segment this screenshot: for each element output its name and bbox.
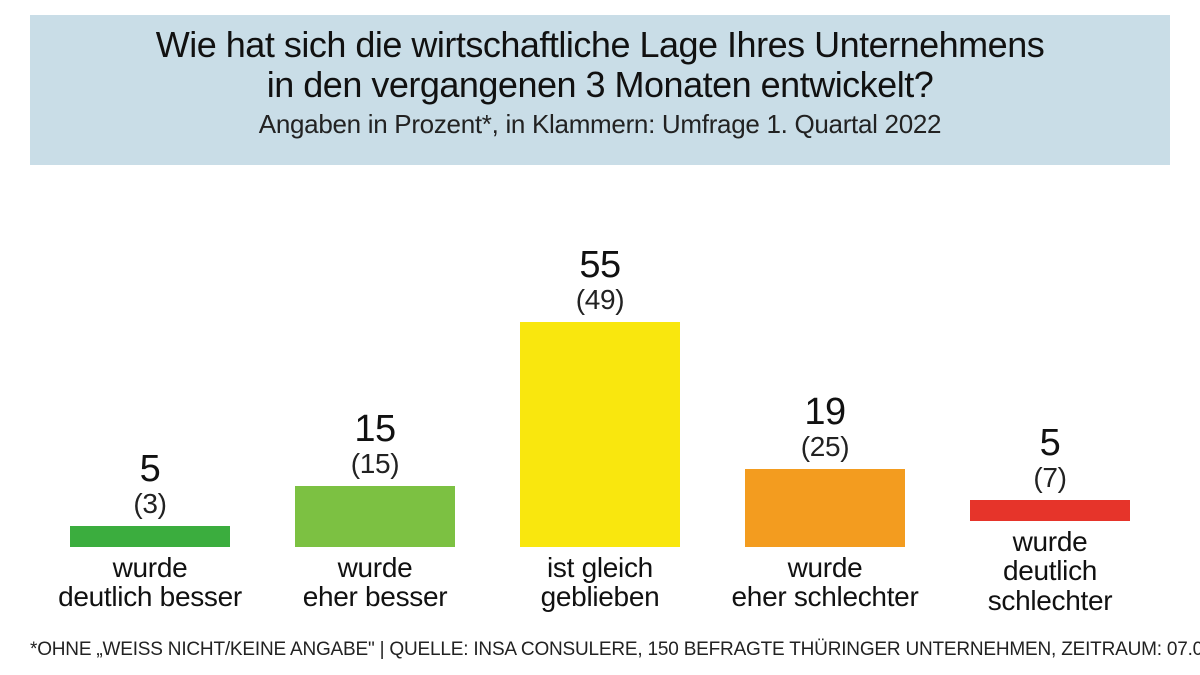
bar-label: ist gleich geblieben xyxy=(541,553,660,615)
bar-column: 15(15) wurde eher besser xyxy=(275,410,475,615)
bar-column: 55(49) ist gleich geblieben xyxy=(500,246,700,615)
bar-label: wurde deutlich schlechter xyxy=(950,527,1150,615)
bar xyxy=(295,486,455,547)
bar-column: 5(3) wurde deutlich besser xyxy=(50,450,250,615)
bar xyxy=(70,526,230,547)
bar-prev-value: (25) xyxy=(801,433,850,461)
bar-prev-value: (15) xyxy=(351,450,400,478)
chart-area: 5(3)wurde deutlich besser15(15)wurde ehe… xyxy=(50,175,1150,615)
chart-title-line1: Wie hat sich die wirtschaftliche Lage Ih… xyxy=(50,25,1150,65)
bar xyxy=(520,322,680,547)
bar-value: 5 xyxy=(140,450,161,488)
bar-value: 15 xyxy=(354,410,395,448)
chart-header: Wie hat sich die wirtschaftliche Lage Ih… xyxy=(30,15,1170,165)
bar xyxy=(970,500,1130,521)
bar-prev-value: (49) xyxy=(576,286,625,314)
bar-prev-value: (7) xyxy=(1033,464,1066,492)
chart-frame: Wie hat sich die wirtschaftliche Lage Ih… xyxy=(0,0,1200,675)
bar-column: 19(25) wurde eher schlechter xyxy=(725,393,925,615)
bar-label: wurde eher besser xyxy=(303,553,448,615)
bar-label: wurde eher schlechter xyxy=(732,553,919,615)
bar-column: 5(7) wurde deutlich schlechter xyxy=(950,424,1150,615)
bar xyxy=(745,469,905,547)
chart-title-line2: in den vergangenen 3 Monaten entwickelt? xyxy=(50,65,1150,105)
chart-footnote: *OHNE „WEISS NICHT/KEINE ANGABE" | QUELL… xyxy=(30,639,1170,661)
bar-value: 19 xyxy=(804,393,845,431)
bar-prev-value: (3) xyxy=(133,490,166,518)
bar-value: 5 xyxy=(1040,424,1061,462)
bar-label: wurde deutlich besser xyxy=(58,553,242,615)
bar-value: 55 xyxy=(579,246,620,284)
chart-subtitle: Angaben in Prozent*, in Klammern: Umfrag… xyxy=(50,110,1150,139)
